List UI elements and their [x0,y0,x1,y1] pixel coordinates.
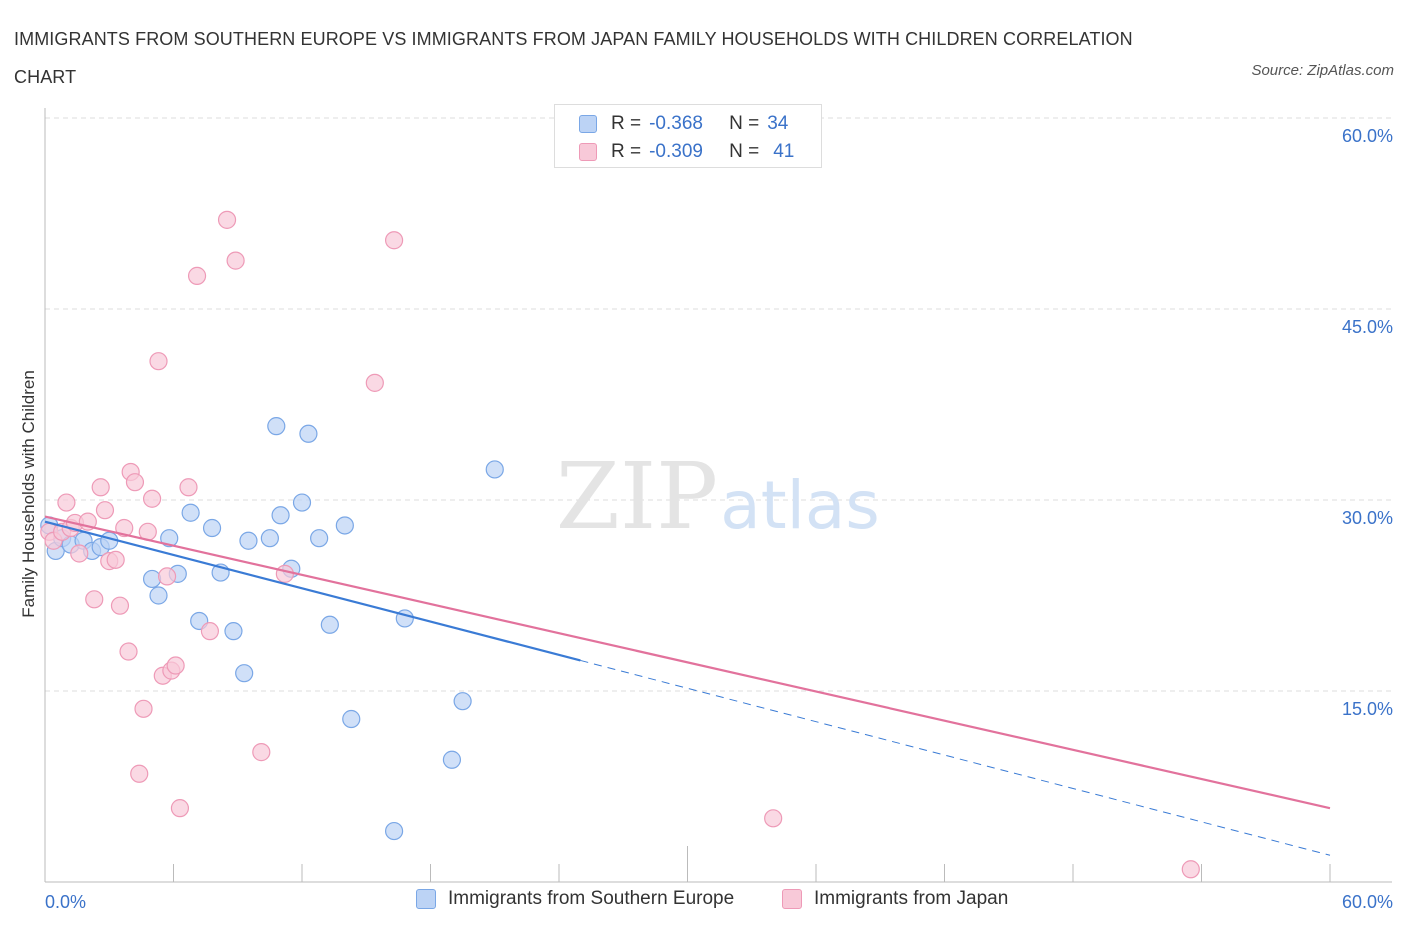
data-point-japan [110,596,130,615]
data-point-japan [217,210,237,229]
data-point-southern-europe [335,516,354,535]
data-point-southern-europe [142,569,162,589]
data-point-japan [1181,860,1200,879]
source-note: Source: ZipAtlas.com [1251,62,1394,79]
watermark: ZIP atlas [556,443,880,550]
data-point-southern-europe [160,529,179,548]
data-point-japan [85,590,104,609]
data-point-japan [106,550,125,569]
axes [44,108,1392,883]
data-point-japan [142,489,162,508]
data-point-japan [226,251,245,270]
legend-n-value: 41 [773,141,795,162]
legend-n-value: 34 [767,113,789,134]
watermark-zip: ZIP [556,443,718,550]
legend-r-value: -0.368 [649,113,703,134]
series-legend: Immigrants from Southern Europe Immigran… [0,888,1406,916]
trend-lines [44,515,1331,856]
data-point-japan [95,501,115,520]
data-point-southern-europe [235,664,254,683]
legend-n-label: N = [729,141,760,162]
legend-row-southern-europe: R = -0.368 N = 34 [579,111,788,137]
data-point-southern-europe [239,531,258,550]
data-point-southern-europe [485,460,504,479]
y-tick-label: 30.0% [1342,508,1393,528]
correlation-legend: R = -0.368 N = 34 R = -0.309 N = 41 [554,104,822,168]
data-point-southern-europe [267,417,286,436]
data-point-japan [130,764,149,783]
legend-r-label: R = [611,113,642,134]
data-point-southern-europe [149,586,168,605]
data-point-japan [70,544,89,563]
data-point-japan [91,478,110,497]
data-point-japan [764,809,783,828]
data-point-southern-europe [224,622,243,641]
y-tick-label: 45.0% [1342,317,1393,337]
legend-r-value: -0.309 [649,141,703,162]
data-point-southern-europe [299,424,318,443]
data-point-southern-europe [271,506,290,525]
data-points [40,210,1200,879]
gridlines [45,117,1392,692]
data-point-southern-europe [453,692,472,711]
tick-labels: 60.0% 45.0% 30.0% 15.0% 0.0% 60.0% [45,126,1393,912]
data-point-japan [157,567,177,586]
data-point-japan [179,478,198,497]
data-point-southern-europe [442,750,462,769]
data-point-japan [115,518,134,538]
legend-swatch-blue [579,115,597,133]
chart-title: IMMIGRANTS FROM SOUTHERN EUROPE VS IMMIG… [14,29,1133,87]
legend-r-label: R = [611,141,642,162]
series-swatch-blue [416,889,436,909]
data-point-japan [275,564,294,583]
data-point-southern-europe [181,503,200,522]
data-point-japan [57,493,76,512]
data-point-japan [252,743,271,762]
data-point-southern-europe [260,529,279,548]
trend-line-japan [44,515,1331,810]
data-point-japan [170,799,190,818]
trend-line-southern-europe-extension [580,659,1331,856]
data-point-japan [187,266,207,285]
data-point-japan [166,656,185,675]
data-point-southern-europe [384,821,404,841]
data-point-southern-europe [320,615,339,634]
data-point-southern-europe [202,518,222,538]
x-tick-label: 60.0% [1342,892,1393,912]
data-point-japan [365,373,384,392]
legend-row-japan: R = -0.309 N = 41 [579,139,794,165]
data-point-japan [149,352,168,371]
y-tick-label: 60.0% [1342,126,1393,146]
series-legend-southern-europe[interactable]: Immigrants from Southern Europe [416,888,734,910]
data-point-japan [384,231,404,250]
series-legend-japan[interactable]: Immigrants from Japan [782,888,1008,910]
data-point-japan [125,473,145,492]
data-point-southern-europe [310,529,329,548]
data-point-southern-europe [342,709,361,729]
x-tick-label: 0.0% [45,892,86,912]
trend-line-southern-europe [44,520,581,662]
data-point-japan [134,699,153,718]
series-swatch-pink [782,889,802,909]
data-point-japan [119,642,138,661]
y-tick-label: 15.0% [1342,699,1393,719]
series-legend-label: Immigrants from Japan [814,888,1009,909]
series-legend-label: Immigrants from Southern Europe [448,888,735,909]
legend-n-label: N = [729,113,760,134]
legend-swatch-pink [579,143,597,161]
watermark-atlas: atlas [720,467,880,544]
data-point-japan [200,622,220,641]
data-point-southern-europe [292,493,312,512]
